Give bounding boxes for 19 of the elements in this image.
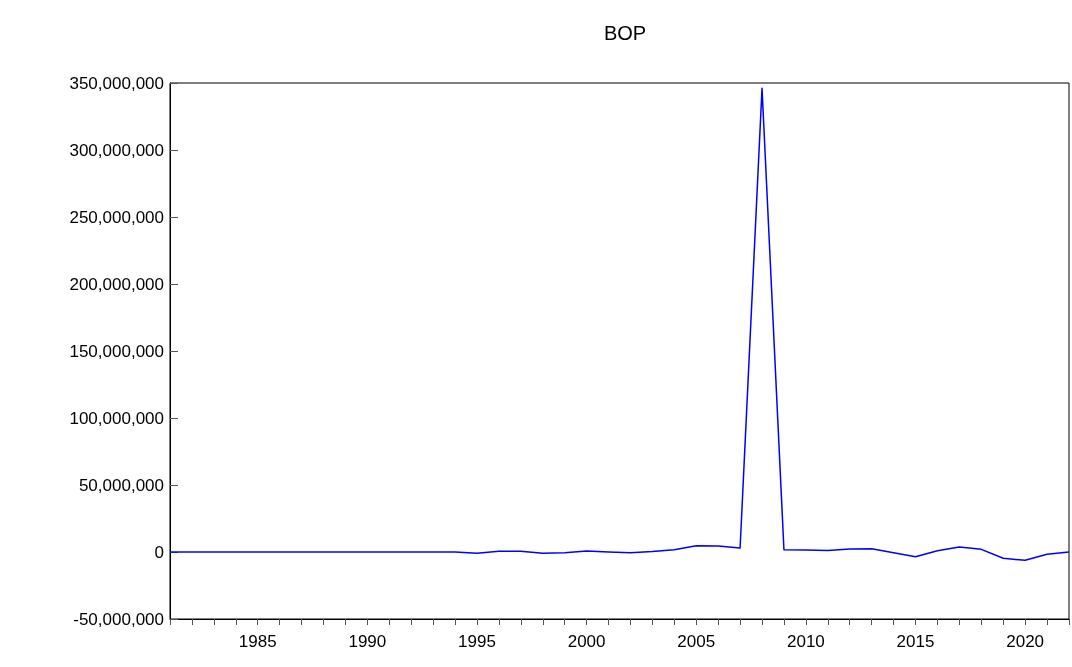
y-tick-label: 150,000,000 [69, 341, 164, 361]
x-tick-label: 1990 [348, 632, 387, 651]
x-tick-label: 1995 [458, 632, 496, 651]
x-tick-label: 2020 [1006, 632, 1045, 651]
y-tick-label: 0 [154, 542, 164, 562]
line-series [169, 87, 1070, 562]
x-tick-label: 2005 [677, 632, 716, 651]
y-tick-label: 50,000,000 [78, 475, 164, 495]
y-tick-label: 250,000,000 [69, 207, 164, 227]
y-tick-label: 350,000,000 [69, 73, 164, 93]
y-tick-label: -50,000,000 [73, 609, 164, 629]
x-tick-label: 2000 [567, 632, 606, 651]
y-tick-label: 200,000,000 [69, 274, 164, 294]
chart-title: BOP [603, 22, 647, 44]
y-tick-label: 100,000,000 [69, 408, 164, 428]
x-tick-label: 1985 [238, 632, 277, 651]
y-tick-label: 300,000,000 [69, 140, 164, 160]
x-tick-label: 2015 [896, 632, 935, 651]
x-tick-label: 2010 [786, 632, 825, 651]
